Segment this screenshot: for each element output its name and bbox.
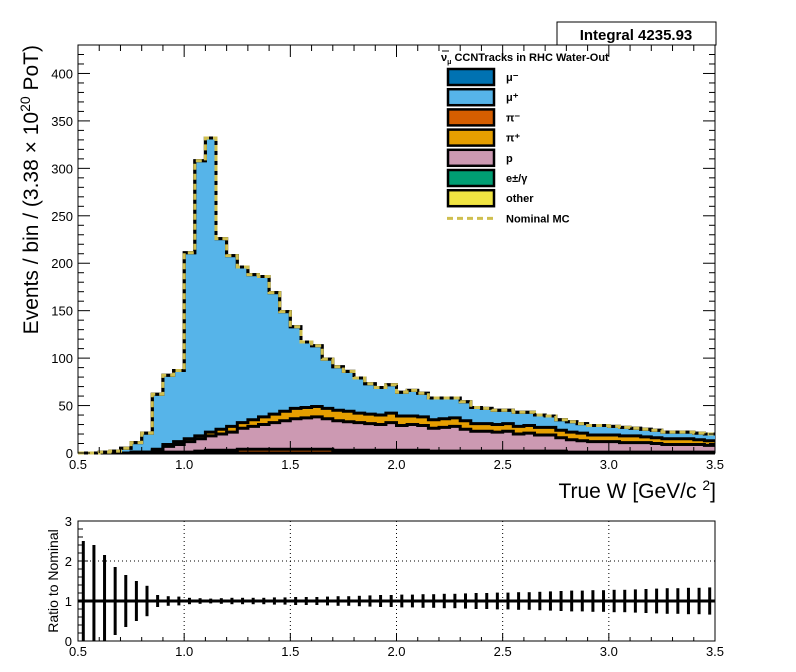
legend-entry-label: other <box>506 193 534 205</box>
stack-outline-series-6 <box>78 136 715 455</box>
ratio-x-tick-label: 3.5 <box>706 644 724 659</box>
ratio-points <box>78 541 715 641</box>
y-axis-title-tail: PoT) <box>20 45 43 96</box>
legend-swatch <box>446 128 496 147</box>
main-y-tick-label: 400 <box>51 66 73 81</box>
main-x-tick-label: 3.5 <box>706 457 724 472</box>
legend-header-sub: μ <box>447 59 451 66</box>
main-y-tick-label: 300 <box>51 161 73 176</box>
ratio-y-axis-title: Ratio to Nominal <box>45 529 61 633</box>
ratio-x-tick-label: 1.0 <box>175 644 193 659</box>
ratio-grid <box>78 521 715 641</box>
main-x-tick-label: 0.5 <box>69 457 87 472</box>
legend-swatch <box>446 108 496 127</box>
legend-swatch <box>446 87 496 107</box>
legend-entry-label: Nominal MC <box>506 213 570 225</box>
main-y-ticks: 0 50 100 150 200 250 300 350 400 <box>51 44 715 461</box>
legend-entry-label: p <box>506 153 513 165</box>
ratio-y-tick-label: 3 <box>65 514 72 529</box>
main-x-ticks: 0.5 1.0 1.5 2.0 2.5 3.0 3.5 <box>69 45 724 472</box>
y-axis-title-main: Events / bin / (3.38 × 10 <box>20 112 43 334</box>
x-axis-title-tail: ] <box>710 480 716 503</box>
main-y-tick-label: 200 <box>51 256 73 271</box>
stack-outline-series-4 <box>78 405 715 455</box>
main-y-tick-label: 0 <box>66 446 73 461</box>
legend-entry-label: π⁻ <box>506 112 520 124</box>
legend-items: μ⁻ μ⁺ π⁻ π⁺ p e±/γ other Nominal MC <box>446 67 570 225</box>
ratio-y-tick-label: 1 <box>65 594 72 609</box>
x-axis-title-main: True W [GeV/c <box>558 480 702 503</box>
main-x-tick-label: 3.0 <box>600 457 618 472</box>
main-y-tick-label: 50 <box>59 399 73 414</box>
stats-box: Integral 4235.93 <box>556 21 717 46</box>
legend-swatch <box>446 168 496 188</box>
legend-swatch <box>446 67 496 87</box>
legend-entry-label: μ⁺ <box>506 92 519 104</box>
legend-swatch <box>446 188 496 208</box>
main-plot: 0.5 1.0 1.5 2.0 2.5 3.0 3.5 0 50 100 150 200 250 300… <box>17 44 724 503</box>
ratio-y-ticks: 0 1 2 3 <box>65 514 88 649</box>
ratio-x-tick-label: 3.0 <box>600 644 618 659</box>
legend-entry-label: π⁺ <box>506 133 520 145</box>
main-y-tick-label: 100 <box>51 351 73 366</box>
x-axis-title-sup: 2 <box>702 477 710 493</box>
main-y-tick-label: 150 <box>51 304 73 319</box>
legend: νμ CCNTracks in RHC Water-Out μ⁻ μ⁺ π⁻ π⁺ pe… <box>441 50 609 225</box>
main-y-tick-label: 350 <box>51 114 73 129</box>
ratio-x-ticks: 0.5 1.0 1.5 2.0 2.5 3.0 3.5 <box>69 633 724 659</box>
y-axis-title-sup: 20 <box>17 96 33 112</box>
main-x-axis-title: True W [GeV/c 2] <box>558 477 716 503</box>
legend-header-nu: ν <box>441 52 447 64</box>
legend-swatch <box>446 148 496 168</box>
legend-header: νμ CCNTracks in RHC Water-Out <box>441 52 609 66</box>
main-x-tick-label: 2.0 <box>387 457 405 472</box>
stack-fill-series-3 <box>78 416 715 453</box>
main-x-tick-label: 1.5 <box>281 457 299 472</box>
ratio-plot: 0.5 1.0 1.5 2.0 2.5 3.0 3.5 0 1 2 3 Ratio to Nomi… <box>45 514 724 659</box>
legend-entry-label: e±/γ <box>506 173 528 185</box>
main-y-tick-label: 250 <box>51 209 73 224</box>
legend-header-text: CCNTracks in RHC Water-Out <box>451 52 609 64</box>
ratio-x-tick-label: 2.0 <box>387 644 405 659</box>
stack-outline-series-2 <box>78 447 715 455</box>
ratio-y-tick-label: 2 <box>65 554 72 569</box>
ratio-x-tick-label: 2.5 <box>494 644 512 659</box>
main-x-tick-label: 1.0 <box>175 457 193 472</box>
stack-fills <box>78 138 715 453</box>
legend-entry-label: μ⁻ <box>506 72 519 84</box>
stack-outline-series-3 <box>78 415 715 455</box>
ratio-x-tick-label: 1.5 <box>281 644 299 659</box>
main-x-tick-label: 2.5 <box>494 457 512 472</box>
stats-box-label: Integral 4235.93 <box>580 27 693 44</box>
ratio-x-tick-label: 0.5 <box>69 644 87 659</box>
ratio-y-tick-label: 0 <box>65 634 72 649</box>
stack-fill-series-5 <box>78 138 715 453</box>
main-y-axis-title: Events / bin / (3.38 × 1020 PoT) <box>17 45 43 334</box>
